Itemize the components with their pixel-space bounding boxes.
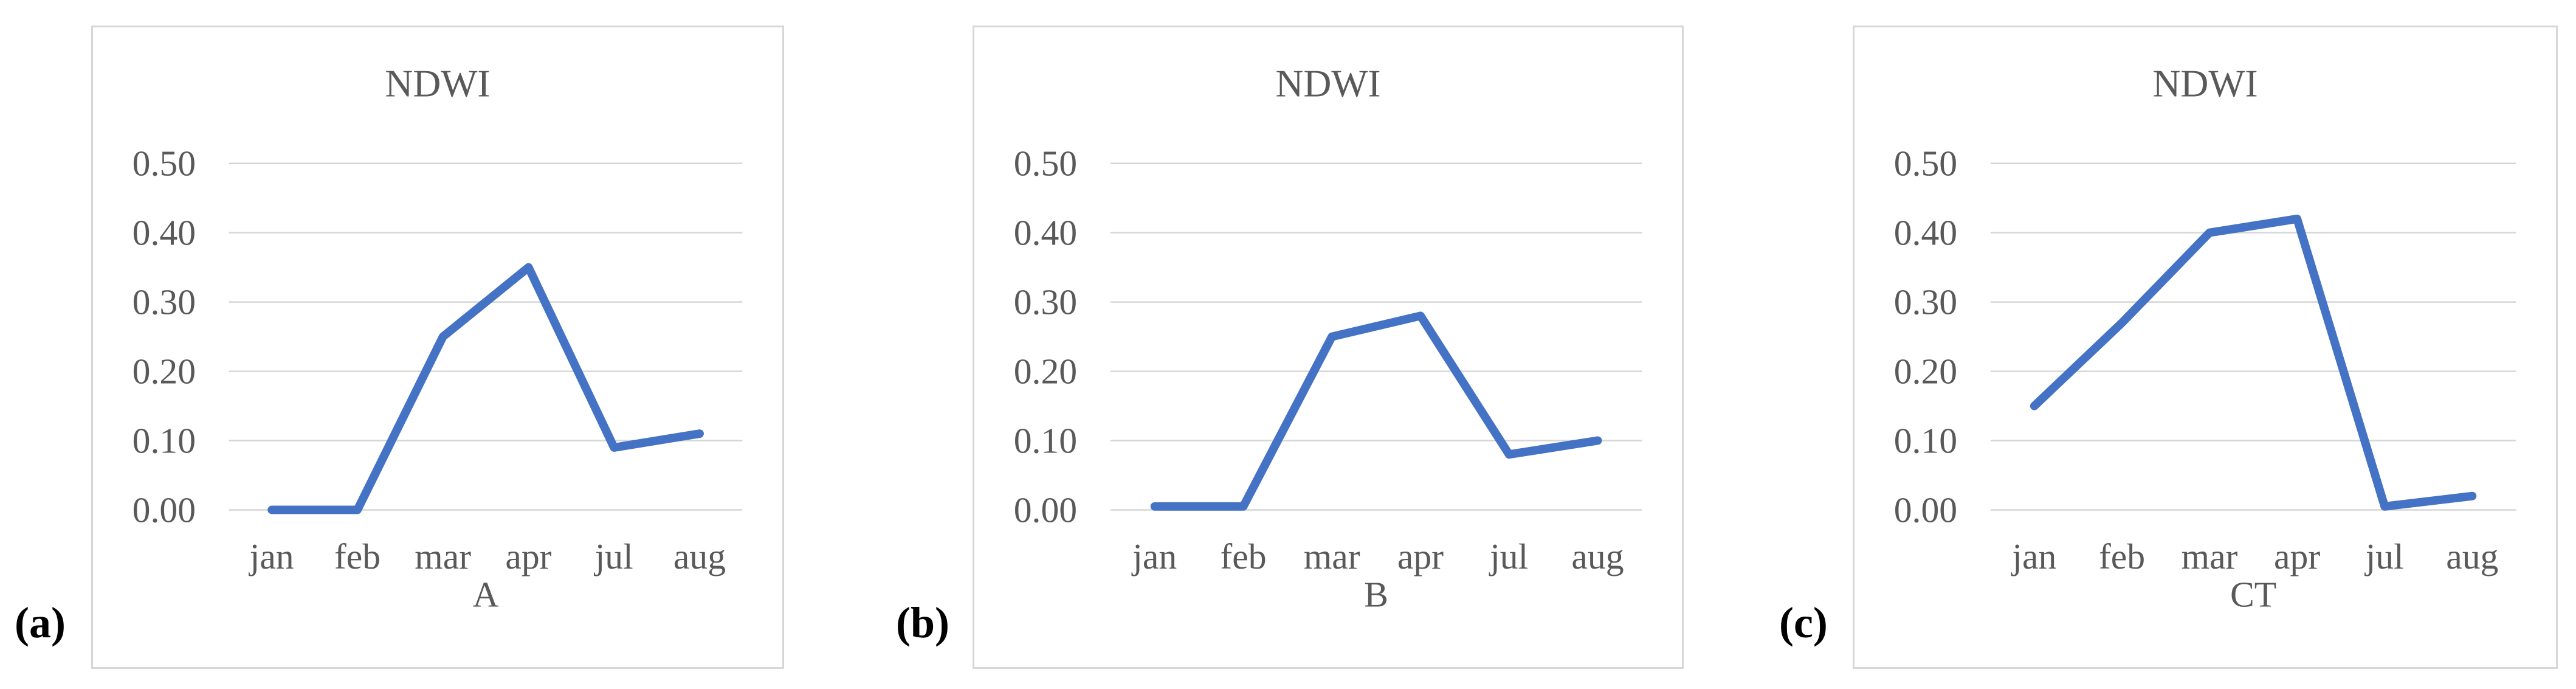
x-tick-label: aug	[2446, 536, 2498, 576]
y-tick-label: 0.00	[1894, 490, 1957, 530]
x-tick-label: jul	[594, 536, 633, 576]
x-tick-label: mar	[1304, 536, 1360, 576]
x-tick-label: mar	[2182, 536, 2238, 576]
y-tick-label: 0.20	[1894, 351, 1957, 391]
y-tick-label: 0.30	[1014, 282, 1077, 322]
x-tick-label: apr	[505, 536, 551, 576]
x-tick-label: feb	[1220, 536, 1266, 576]
y-tick-label: 0.10	[133, 420, 196, 460]
ndwi-series-line	[2030, 214, 2477, 511]
panel-label-b: (b)	[896, 598, 949, 647]
x-tick-label: jul	[2364, 536, 2404, 576]
x-tick-label: jan	[2011, 536, 2056, 576]
x-tick-label: apr	[1397, 536, 1444, 576]
chart-title: NDWI	[385, 61, 490, 105]
y-tick-label: 0.30	[133, 282, 196, 322]
panel-label-c: (c)	[1779, 598, 1828, 647]
chart-title: NDWI	[1275, 61, 1380, 105]
y-tick-label: 0.00	[133, 490, 196, 530]
y-tick-label: 0.00	[1014, 490, 1077, 530]
y-tick-label: 0.20	[1014, 351, 1077, 391]
x-tick-label: feb	[2099, 536, 2145, 576]
x-tick-label: aug	[673, 536, 726, 576]
y-tick-label: 0.50	[1894, 144, 1957, 184]
x-axis-title: CT	[2230, 575, 2276, 615]
panel-label-a: (a)	[15, 598, 66, 647]
line-chart-a: NDWI 0.50 0.40 0.30 0.20 0.10 0.00 jan feb mar apr…	[133, 61, 743, 615]
x-tick-label: apr	[2274, 536, 2320, 576]
line-chart-b: NDWI 0.50 0.40 0.30 0.20 0.10 0.00 jan feb mar apr…	[1014, 61, 1642, 615]
y-tick-label: 0.10	[1014, 420, 1077, 460]
y-tick-label: 0.30	[1894, 282, 1957, 322]
y-tick-label: 0.40	[1894, 213, 1957, 253]
x-axis-title: B	[1364, 575, 1388, 615]
chart-title: NDWI	[2152, 61, 2257, 105]
x-tick-label: feb	[334, 536, 381, 576]
x-tick-label: jan	[249, 536, 294, 576]
x-tick-label: aug	[1571, 536, 1624, 576]
ndwi-series-line	[1150, 311, 1602, 511]
x-tick-label: jul	[1489, 536, 1528, 576]
line-chart-c: NDWI 0.50 0.40 0.30 0.20 0.10 0.00 jan feb mar apr…	[1894, 61, 2516, 615]
x-tick-label: jan	[1131, 536, 1177, 576]
y-tick-label: 0.50	[1014, 144, 1077, 184]
y-tick-label: 0.10	[1894, 420, 1957, 460]
ndwi-series-line	[267, 263, 704, 514]
y-tick-label: 0.50	[133, 144, 196, 184]
chart-panel-c: NDWI 0.50 0.40 0.30 0.20 0.10 0.00 jan feb mar apr…	[1853, 26, 2558, 669]
x-axis-title: A	[473, 575, 499, 615]
chart-panel-a: NDWI 0.50 0.40 0.30 0.20 0.10 0.00 jan feb mar apr…	[91, 26, 784, 669]
chart-panel-b: NDWI 0.50 0.40 0.30 0.20 0.10 0.00 jan feb mar apr…	[973, 26, 1684, 669]
x-tick-label: mar	[415, 536, 471, 576]
y-tick-label: 0.40	[1014, 213, 1077, 253]
y-tick-label: 0.20	[133, 351, 196, 391]
y-tick-label: 0.40	[133, 213, 196, 253]
